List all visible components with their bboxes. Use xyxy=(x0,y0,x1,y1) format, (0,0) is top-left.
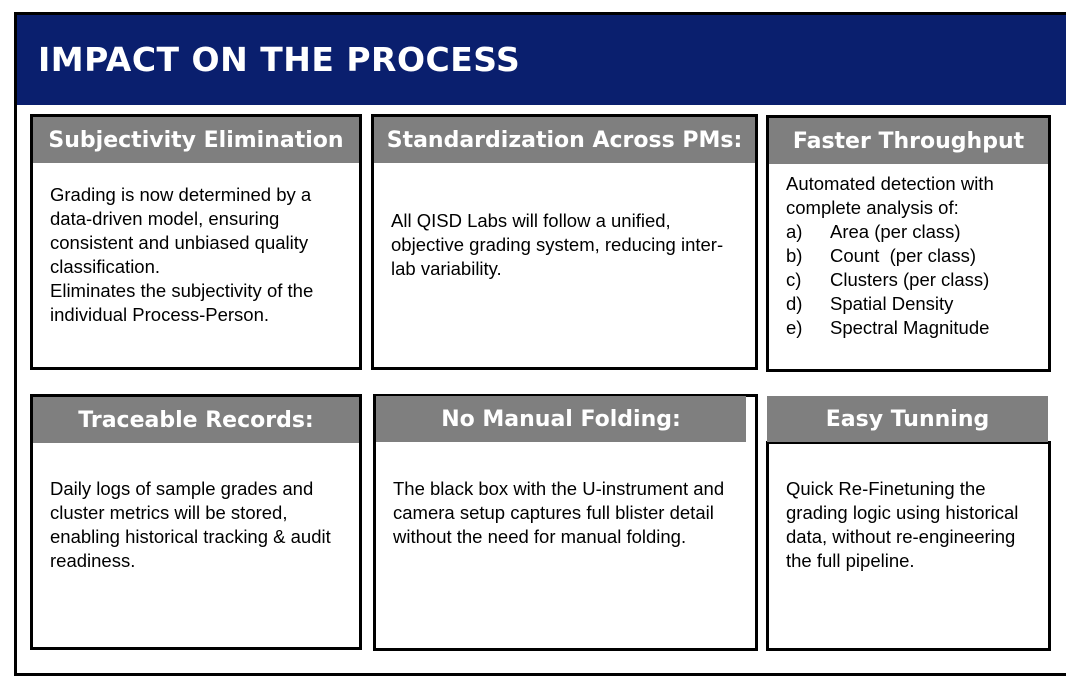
list-marker: a) xyxy=(786,221,803,242)
list-marker: e) xyxy=(786,317,803,338)
card-title: Easy Tunning xyxy=(767,396,1048,442)
card-paragraph: Eliminates the subjectivity of the indiv… xyxy=(50,280,314,325)
header-bar xyxy=(17,15,1066,105)
list-item: d) Spatial Density xyxy=(786,292,1046,316)
card-paragraph: Quick Re-Finetuning the grading logic us… xyxy=(786,478,1019,571)
card-paragraph: Grading is now determined by a data-driv… xyxy=(50,184,312,277)
card-body: Automated detection with complete analys… xyxy=(786,172,1046,340)
card-title: Faster Throughput xyxy=(769,118,1048,164)
page-title: IMPACT ON THE PROCESS xyxy=(38,40,521,79)
card-body: All QISD Labs will follow a unified, obj… xyxy=(391,209,731,281)
card-body: Daily logs of sample grades and cluster … xyxy=(50,477,350,573)
list-item: c) Clusters (per class) xyxy=(786,268,1046,292)
list-marker: b) xyxy=(786,245,803,266)
card-easy-tunning xyxy=(766,441,1051,651)
list-marker: c) xyxy=(786,269,802,290)
list-text: Clusters (per class) xyxy=(830,269,990,290)
card-paragraph: The black box with the U-instrument and … xyxy=(393,478,725,547)
list-text: Count (per class) xyxy=(830,245,976,266)
list-item: a) Area (per class) xyxy=(786,220,1046,244)
card-paragraph: Daily logs of sample grades and cluster … xyxy=(50,478,331,571)
card-paragraph: All QISD Labs will follow a unified, obj… xyxy=(391,210,724,279)
card-body: The black box with the U-instrument and … xyxy=(393,477,738,549)
card-title: Subjectivity Elimination xyxy=(33,117,359,163)
card-body: Quick Re-Finetuning the grading logic us… xyxy=(786,477,1031,573)
list-text: Spatial Density xyxy=(830,293,954,314)
card-title: No Manual Folding: xyxy=(376,396,746,442)
list-marker: d) xyxy=(786,293,803,314)
analysis-list: a) Area (per class) b) Count (per class)… xyxy=(786,220,1046,340)
card-title: Traceable Records: xyxy=(33,397,359,443)
card-body: Grading is now determined by a data-driv… xyxy=(50,183,350,327)
card-intro: Automated detection with complete analys… xyxy=(786,173,994,218)
list-item: b) Count (per class) xyxy=(786,244,1046,268)
card-title: Standardization Across PMs: xyxy=(374,117,755,163)
list-text: Spectral Magnitude xyxy=(830,317,990,338)
list-item: e) Spectral Magnitude xyxy=(786,316,1046,340)
list-text: Area (per class) xyxy=(830,221,961,242)
